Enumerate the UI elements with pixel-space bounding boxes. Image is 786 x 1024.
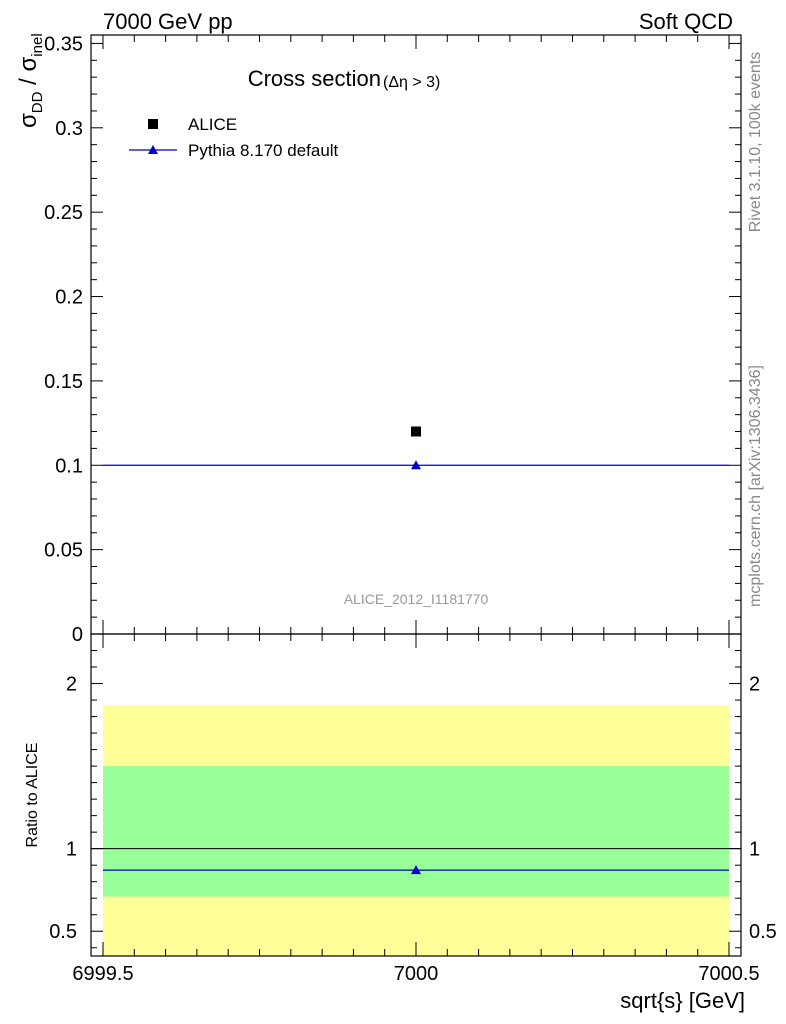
header-energy-label: 7000 GeV pp (103, 9, 233, 34)
top-y-tick-label: 0.35 (44, 33, 83, 55)
top-y-tick-label: 0.05 (44, 540, 83, 562)
ylabel-sigma-inel-sub: inel (29, 33, 46, 56)
x-tick-label: 7000.5 (698, 963, 759, 985)
top-panel-title-main: Cross section (248, 66, 381, 91)
top-y-tick-label: 0 (72, 624, 83, 646)
ratio-y-tick-label-right: 0.5 (749, 921, 777, 943)
ylabel-sigma-inel: σ (15, 57, 42, 72)
axes: 0 0.05 0.1 0.15 0.2 0.25 0.3 0.35 6999.5 7000 7000… (44, 33, 777, 985)
top-y-tick-label: 0.3 (55, 118, 83, 140)
mcplots-reference-label: mcplots.cern.ch [arXiv:1306.3436] (747, 365, 764, 607)
header-process-label: Soft QCD (639, 9, 733, 34)
top-panel-marks (103, 426, 729, 470)
ylabel-sigma-dd-sub: DD (29, 91, 46, 113)
ylabel-sigma-dd: σ (15, 113, 42, 128)
ratio-y-axis-label: Ratio to ALICE (24, 743, 41, 848)
ratio-y-tick-label-right: 2 (749, 674, 760, 696)
top-y-tick-label: 0.2 (55, 287, 83, 309)
analysis-id-watermark: ALICE_2012_I1181770 (344, 591, 489, 607)
legend-marker-pythia (148, 145, 158, 154)
ratio-y-tick-label-right: 1 (749, 839, 760, 861)
top-panel-title-sub: (Δη > 3) (383, 74, 440, 91)
data-point-pythia (411, 460, 421, 470)
svg-text:σDD / σinel: σDD / σinel (15, 33, 46, 128)
ratio-panel-marks (91, 848, 741, 875)
top-panel-title: Cross section (Δη > 3) (248, 66, 441, 91)
data-point-alice (411, 426, 421, 437)
ratio-y-tick-label: 0.5 (49, 921, 77, 943)
ylabel-separator: / (15, 72, 42, 92)
legend-marker-alice (148, 119, 158, 129)
legend-label: ALICE (188, 115, 237, 134)
ratio-band-inner (103, 766, 729, 897)
ratio-data-point-pythia (411, 865, 421, 875)
legend: ALICE Pythia 8.170 default (129, 115, 339, 160)
ratio-bands (103, 705, 729, 956)
top-y-axis-label: σDD / σinel (15, 33, 46, 128)
ratio-y-tick-label: 1 (66, 839, 77, 861)
ratio-y-tick-label: 2 (66, 674, 77, 696)
x-tick-label: 7000 (394, 963, 439, 985)
legend-label: Pythia 8.170 default (188, 141, 339, 160)
x-axis-label: sqrt{s} [GeV] (620, 988, 745, 1013)
x-tick-label: 6999.5 (72, 963, 133, 985)
top-y-tick-label: 0.25 (44, 202, 83, 224)
top-y-tick-label: 0.15 (44, 371, 83, 393)
rivet-version-label: Rivet 3.1.10, 100k events (747, 52, 764, 233)
top-y-tick-label: 0.1 (55, 455, 83, 477)
